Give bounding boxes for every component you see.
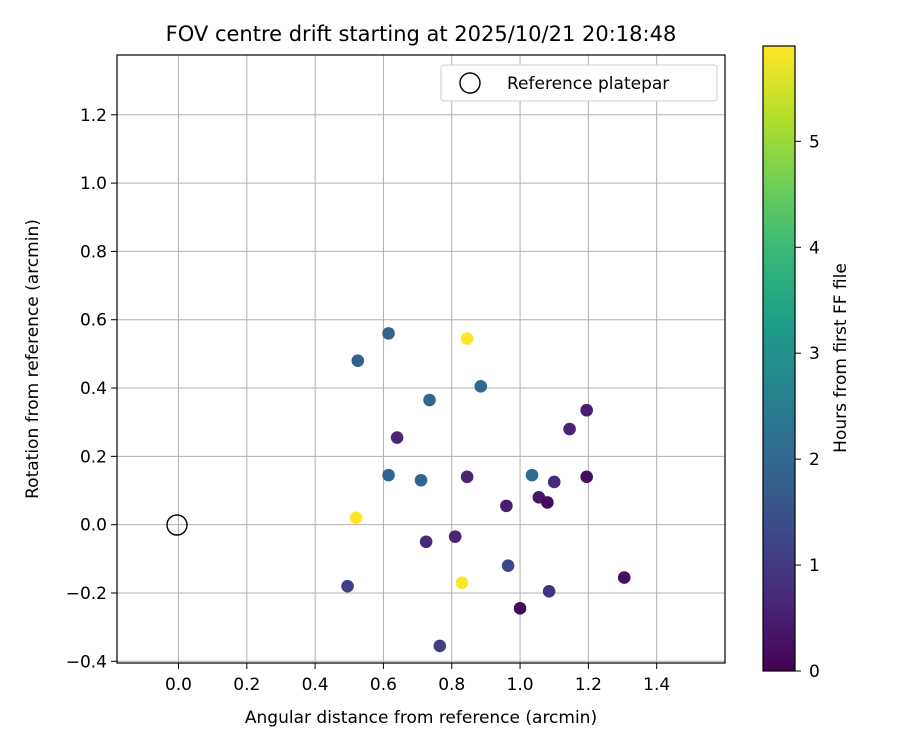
chart-title: FOV centre drift starting at 2025/10/21 … (166, 22, 677, 46)
x-axis-ticks: 0.0 0.2 0.4 0.6 0.8 1.0 1.2 1.4 (165, 663, 670, 695)
data-point (390, 431, 404, 444)
data-point (448, 530, 462, 543)
colorbar-tick-label: 1 (809, 556, 820, 576)
y-axis-ticks: −0.4 −0.2 0.0 0.2 0.4 0.6 0.8 1.0 1.2 (66, 106, 117, 672)
y-tick-label: −0.4 (66, 652, 107, 672)
y-tick-label: 1.2 (80, 106, 107, 126)
data-point (382, 327, 395, 340)
colorbar-tick-label: 5 (809, 132, 820, 152)
y-tick-label: 0.2 (80, 447, 107, 467)
colorbar-ticks: 0 1 2 3 4 5 (795, 132, 820, 682)
plot-area (116, 54, 726, 664)
colorbar-tick-label: 3 (809, 344, 820, 364)
y-tick-label: 0.4 (80, 379, 107, 399)
y-axis-label: Rotation from reference (arcmin) (23, 219, 43, 499)
x-tick-label: 0.2 (233, 675, 260, 695)
data-point (513, 602, 527, 615)
x-tick-label: 1.2 (575, 675, 602, 695)
data-point (501, 559, 515, 572)
x-tick-label: 1.0 (507, 675, 534, 695)
colorbar-label: Hours from first FF file (831, 263, 851, 453)
data-point (460, 332, 474, 345)
y-tick-label: −0.2 (66, 584, 107, 604)
data-point (541, 496, 554, 509)
data-point (433, 639, 447, 653)
y-tick-label: 1.0 (80, 174, 107, 194)
colorbar-tick-label: 0 (809, 662, 820, 682)
data-point (341, 579, 354, 593)
data-point (423, 393, 436, 407)
data-point (580, 403, 593, 417)
data-point (382, 468, 395, 482)
colorbar-tick-label: 4 (809, 238, 820, 258)
data-point (563, 422, 576, 436)
data-point (525, 468, 539, 482)
data-point (414, 473, 428, 487)
data-point (419, 535, 433, 549)
x-tick-label: 0.0 (165, 675, 192, 695)
legend-marker-icon (459, 72, 481, 94)
data-points (341, 327, 631, 653)
legend: Reference platepar (440, 64, 718, 102)
data-point (460, 470, 474, 484)
data-point (455, 576, 469, 590)
x-tick-label: 0.4 (302, 675, 329, 695)
x-axis-label: Angular distance from reference (arcmin) (245, 708, 597, 728)
colorbar (762, 45, 796, 672)
legend-box (440, 64, 718, 102)
data-point (351, 354, 365, 368)
x-tick-label: 0.8 (438, 675, 465, 695)
x-tick-label: 0.6 (370, 675, 397, 695)
data-point (580, 470, 593, 484)
data-point (542, 584, 556, 598)
grid (117, 55, 725, 663)
data-point (474, 380, 488, 393)
data-point (500, 499, 513, 513)
legend-label: Reference platepar (507, 74, 669, 94)
x-tick-label: 1.4 (643, 675, 670, 695)
y-tick-label: 0.0 (80, 516, 107, 536)
data-point (547, 475, 561, 489)
data-point (617, 571, 631, 584)
reference-marker (166, 514, 188, 536)
y-tick-label: 0.8 (80, 242, 107, 262)
y-tick-label: 0.6 (80, 311, 107, 331)
colorbar-tick-label: 2 (809, 450, 820, 470)
data-point (349, 511, 363, 525)
